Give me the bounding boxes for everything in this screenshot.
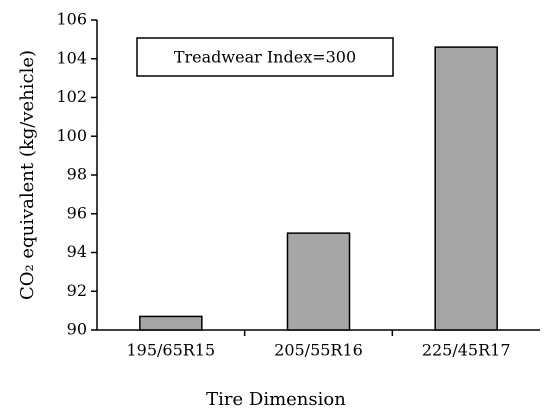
x-tick-label: 225/45R17 — [422, 341, 511, 360]
y-tick-label: 92 — [67, 281, 87, 300]
y-tick-label: 96 — [67, 203, 87, 222]
x-tick-label: 195/65R15 — [126, 341, 215, 360]
bar — [139, 315, 203, 331]
y-tick-label: 94 — [67, 242, 87, 261]
bar — [434, 46, 498, 331]
y-tick-label: 104 — [56, 48, 87, 67]
annotation-box — [136, 37, 394, 77]
x-tick-label: 205/55R16 — [274, 341, 363, 360]
y-tick-label: 98 — [67, 165, 87, 184]
x-axis-title: Tire Dimension — [206, 389, 346, 410]
bar — [286, 232, 351, 331]
y-tick-label: 90 — [67, 320, 87, 339]
y-tick-label: 100 — [56, 126, 87, 145]
y-axis-title: CO₂ equivalent (kg/vehicle) — [17, 50, 38, 300]
y-tick-label: 106 — [56, 10, 87, 29]
y-tick-label: 102 — [56, 87, 87, 106]
annotation: Treadwear Index=300 — [174, 48, 356, 67]
